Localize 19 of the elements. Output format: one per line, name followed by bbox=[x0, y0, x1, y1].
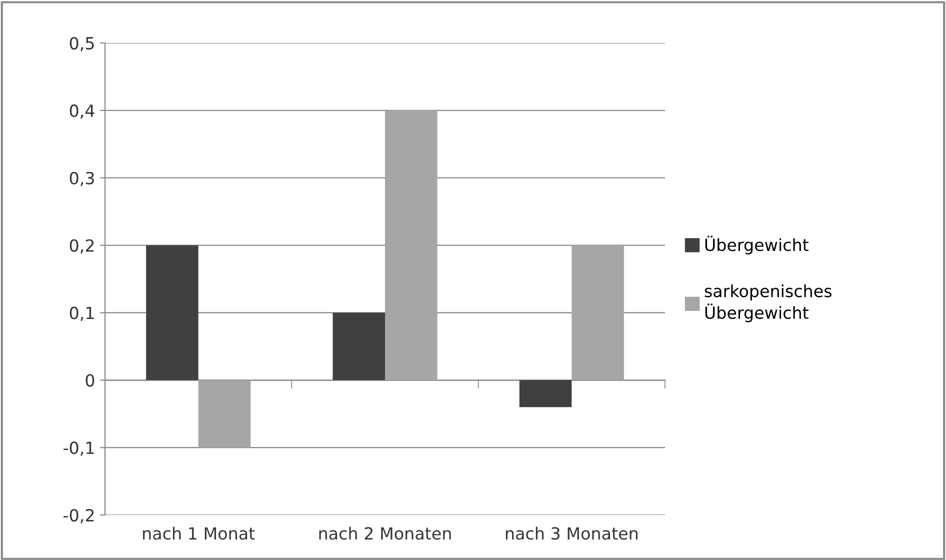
y-tick-label: -0,1 bbox=[64, 442, 94, 456]
bar bbox=[519, 380, 572, 408]
x-tick-label: nach 3 Monaten bbox=[506, 526, 638, 540]
y-tick-label: 0,5 bbox=[70, 36, 94, 52]
legend-label: Übergewicht bbox=[705, 236, 808, 254]
x-tick-label: nach 2 Monaten bbox=[319, 526, 451, 540]
y-tick-label: 0,2 bbox=[70, 239, 94, 254]
y-tick-label: 0,1 bbox=[70, 306, 94, 321]
y-tick-label: -0,2 bbox=[64, 508, 94, 524]
bar bbox=[146, 245, 198, 380]
y-tick-label: 0,3 bbox=[70, 172, 94, 186]
bar bbox=[572, 245, 624, 380]
bar bbox=[385, 110, 438, 380]
legend-label: sarkopenisches Übergewicht bbox=[704, 284, 832, 322]
y-tick-label: 0 bbox=[86, 374, 94, 387]
bar bbox=[198, 380, 251, 448]
y-tick-label: 0,4 bbox=[70, 104, 94, 119]
bar bbox=[332, 312, 385, 380]
x-tick-label: nach 1 Monat bbox=[143, 526, 255, 540]
